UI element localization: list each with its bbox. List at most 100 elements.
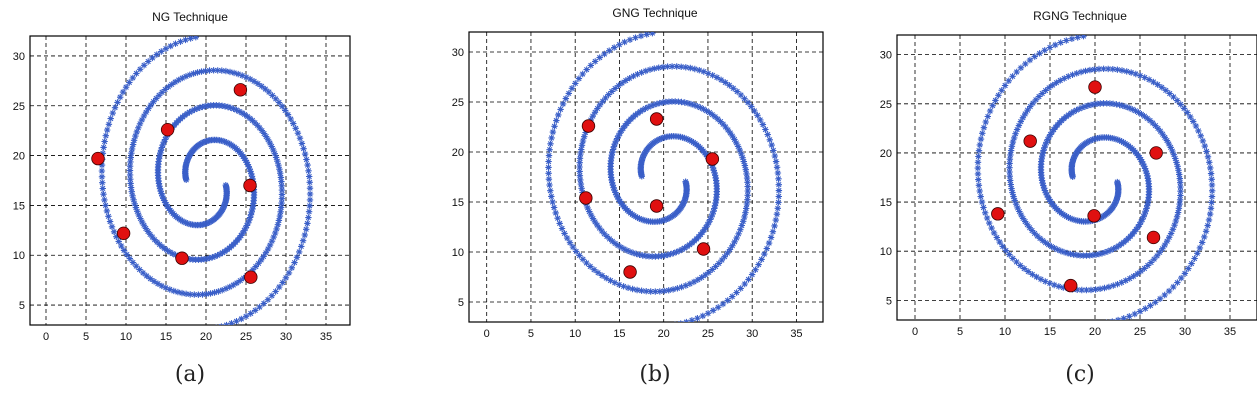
spiral-point	[1166, 234, 1173, 241]
spiral-point	[975, 153, 982, 160]
spiral-point	[1173, 159, 1180, 166]
spiral-point	[1070, 251, 1077, 258]
spiral-point	[1120, 139, 1127, 146]
spiral-point	[252, 307, 259, 314]
spiral-point	[569, 243, 577, 251]
spiral-point	[551, 123, 558, 130]
spiral-point	[602, 94, 609, 102]
spiral-point	[1181, 270, 1189, 277]
spiral-point	[741, 95, 748, 102]
spiral-point	[1019, 215, 1027, 222]
spiral-point	[591, 109, 599, 116]
spiral-point	[233, 318, 240, 325]
x-tick-label: 35	[790, 328, 802, 340]
spiral-point	[168, 81, 175, 88]
spiral-point	[688, 317, 696, 322]
spiral-point	[160, 138, 168, 146]
spiral-point	[1036, 235, 1044, 242]
spiral-point	[182, 36, 189, 44]
node-point	[1146, 230, 1161, 245]
spiral-point	[687, 64, 694, 72]
spiral-point	[581, 133, 588, 140]
spiral-point	[639, 252, 646, 259]
spiral-point	[576, 252, 583, 259]
spiral-point	[751, 107, 758, 115]
spiral-point	[262, 133, 270, 140]
spiral-point	[1152, 122, 1159, 129]
spiral-point	[722, 123, 729, 131]
spiral-point	[545, 176, 553, 183]
spiral-point	[270, 146, 277, 154]
spiral-point	[576, 159, 583, 166]
spiral-point	[1132, 107, 1139, 114]
spiral-point	[630, 72, 637, 80]
spiral-point	[1136, 308, 1144, 315]
spiral-point	[1019, 114, 1027, 121]
spiral-point	[1143, 170, 1150, 177]
spiral-point	[1208, 193, 1216, 200]
spiral-point	[133, 128, 140, 136]
spiral-point	[247, 310, 254, 317]
spiral-point	[247, 211, 255, 218]
spiral-point	[1136, 221, 1143, 228]
spiral-point	[98, 161, 106, 169]
spiral-point	[276, 283, 283, 291]
spiral-point	[547, 187, 554, 194]
node-point	[623, 265, 637, 279]
spiral-point	[1068, 110, 1075, 117]
spiral-point	[105, 213, 112, 220]
spiral-point	[140, 222, 148, 229]
spiral-point	[1009, 255, 1016, 262]
spiral-point	[230, 69, 238, 77]
spiral-point	[166, 286, 173, 293]
x-tick-label: 0	[43, 331, 49, 343]
spiral-point	[1013, 258, 1020, 266]
spiral-point	[737, 285, 744, 292]
spiral-point	[661, 287, 668, 295]
spiral-point	[1131, 310, 1138, 318]
spiral-point	[1114, 136, 1122, 143]
spiral-point	[548, 134, 555, 142]
spiral-point	[1012, 130, 1019, 137]
spiral-point	[1140, 213, 1147, 220]
spiral-point	[738, 150, 745, 157]
spiral-point	[207, 290, 214, 297]
spiral-point	[1083, 286, 1090, 294]
spiral-point	[691, 65, 698, 73]
spiral-point	[1009, 73, 1016, 80]
spiral-point	[1130, 273, 1137, 280]
spiral-point	[609, 238, 616, 245]
spiral-point	[1156, 249, 1163, 256]
spiral-point	[1031, 53, 1038, 60]
spiral-point	[744, 192, 751, 199]
spiral-point	[545, 164, 552, 171]
spiral-point	[772, 158, 780, 165]
spiral-point	[729, 293, 736, 300]
node-point	[579, 191, 593, 205]
spiral-point	[194, 69, 201, 76]
spiral-point	[298, 243, 305, 250]
spiral-point	[775, 175, 782, 182]
spiral-point	[247, 168, 254, 175]
spiral-point	[744, 183, 751, 190]
spiral-point	[228, 320, 235, 325]
node-point	[1023, 134, 1037, 148]
spiral-point	[736, 146, 743, 154]
spiral-point	[709, 266, 716, 273]
spiral-point	[1140, 163, 1148, 170]
spiral-point	[236, 108, 243, 115]
spiral-point	[1206, 159, 1213, 166]
spiral-point	[710, 307, 717, 314]
spiral-point	[226, 283, 233, 291]
spiral-point	[180, 218, 188, 226]
x-tick-label: 10	[999, 326, 1011, 338]
spiral-point	[1165, 287, 1173, 295]
spiral-point	[667, 250, 674, 258]
x-tick-label: 35	[320, 331, 332, 343]
spiral-point	[616, 281, 623, 288]
spiral-point	[1174, 97, 1181, 104]
spiral-point	[1128, 69, 1135, 76]
spiral-point	[1073, 70, 1080, 77]
spiral-point	[246, 165, 253, 173]
spiral-point	[1196, 244, 1204, 252]
